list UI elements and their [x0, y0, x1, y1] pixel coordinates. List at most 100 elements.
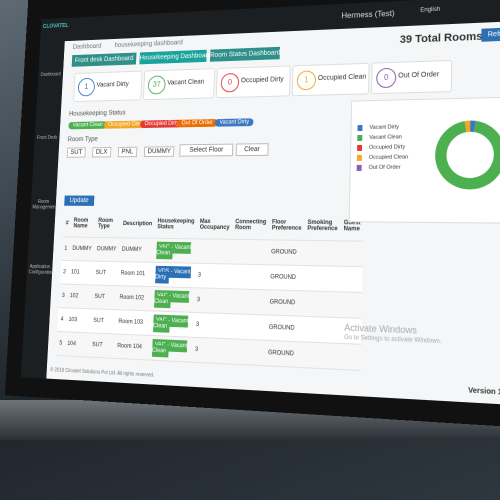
table-cell: SUT [90, 308, 117, 334]
table-cell: Room 103 [115, 309, 151, 336]
legend-item: Occupied Dirty [357, 144, 406, 151]
filter-label: Room Type [67, 136, 98, 144]
legend-item: Out Of Order [356, 164, 401, 171]
clear-button[interactable]: Clear [235, 143, 269, 157]
table-cell: VAC - Vacant Clean [153, 238, 197, 264]
status-card: 1 Vacant Dirty [73, 70, 143, 102]
status-card: 0 Occupied Dirty [215, 65, 291, 99]
room-type-checkbox[interactable]: SUT [66, 147, 86, 158]
column-header: Smoking Preference [304, 211, 341, 241]
app: CLOVATEL Dashboard Front Desk Room Manageme… [20, 0, 500, 406]
table-cell [195, 238, 232, 264]
header-row: # Room Name Room Type Description Housekeepi… [62, 210, 364, 242]
tab[interactable]: Room Status Dashboard [209, 46, 281, 62]
status-label: Vacant Clean [167, 78, 205, 87]
refresh-button[interactable]: Refresh [481, 27, 500, 42]
status-select[interactable]: VDS - Vacant Dirty [154, 265, 191, 284]
room-type-checkbox[interactable]: DLX [92, 147, 112, 158]
table-cell: GROUND [265, 314, 303, 342]
column-header: Max Occupancy [196, 211, 233, 240]
table-cell [338, 291, 363, 319]
legend-item: Occupied Clean [356, 154, 409, 161]
table-cell: SUT [91, 284, 118, 310]
column-header: Room Name [70, 210, 97, 238]
status-count: 0 [376, 67, 397, 89]
table-cell: Room 101 [117, 261, 154, 287]
breadcrumb[interactable]: housekeeping dashboard [114, 39, 183, 49]
status-label: Vacant Dirty [96, 81, 129, 89]
breadcrumb[interactable]: Dashboard [72, 43, 102, 51]
legend-item: Vacant Clean [357, 134, 402, 141]
donut-panel: Vacant Dirty Vacant Clean Occupied Dirty Oc… [348, 96, 500, 224]
column-header: Housekeeping Status [154, 210, 198, 239]
table-cell: 101 [67, 260, 94, 285]
status-select[interactable]: VAC - Vacant Clean [155, 241, 192, 260]
table-cell: 3 [193, 287, 231, 314]
footer-copyright: © 2018 Clovatel Solutions Pvt Ltd. All r… [50, 367, 155, 379]
sidebar-item[interactable]: Dashboard [40, 71, 61, 78]
table-cell [302, 265, 340, 292]
status-select[interactable]: VAC - Vacant Clean [151, 338, 188, 358]
table-cell [302, 290, 340, 318]
total-rooms: 39 Total Rooms [399, 30, 483, 46]
update-button[interactable]: Update [64, 195, 95, 206]
column-header: Room Type [94, 210, 122, 238]
table-cell [303, 240, 341, 267]
status-label: Occupied Clean [317, 73, 367, 82]
tab[interactable]: Front desk Dashboard [71, 52, 137, 67]
column-header: Floor Preference [268, 211, 305, 241]
column-header: Description [119, 210, 156, 239]
status-label: Occupied Dirty [240, 76, 284, 85]
table-cell [339, 266, 363, 293]
status-card: 0 Out Of Order [371, 59, 453, 95]
floor-select[interactable]: Select Floor [179, 143, 234, 157]
sidebar-item[interactable]: Room Management [32, 199, 57, 211]
language[interactable]: English [420, 6, 441, 14]
table-cell: GROUND [266, 289, 303, 317]
table-cell [339, 240, 364, 267]
table-cell: DUMMY [118, 237, 155, 263]
status-chip[interactable]: Vacant Clean [68, 121, 108, 130]
status-chip[interactable]: Out Of Order [176, 119, 218, 128]
status-select[interactable]: VAC - Vacant Clean [153, 290, 190, 309]
status-count: 37 [147, 75, 166, 95]
column-header: Connecting Room [231, 211, 270, 240]
table-cell [337, 343, 362, 371]
sidebar-item[interactable]: Front Desk [36, 134, 58, 141]
status-chip[interactable]: Vacant Dirty [214, 118, 254, 127]
table-cell: 3 [191, 337, 229, 364]
donut-slice [441, 126, 500, 184]
room-type-checkbox[interactable]: PNL [117, 146, 137, 158]
laptop-screen: CLOVATEL Dashboard Front Desk Room Manageme… [4, 0, 500, 430]
table-cell: Room 102 [116, 285, 153, 311]
donut-chart [433, 118, 500, 191]
sidebar-item[interactable]: Application Configuration [28, 263, 54, 276]
status-label: Out Of Order [398, 71, 440, 80]
room-type-checkbox[interactable]: DUMMY [143, 146, 175, 157]
table-cell [228, 313, 267, 341]
legend-item: Vacant Dirty [357, 124, 399, 132]
table-cell [227, 338, 266, 366]
table-cell: DUMMY [93, 237, 120, 262]
table-cell: GROUND [264, 340, 302, 368]
table-cell: SUT [88, 332, 116, 359]
table-cell: 102 [66, 284, 93, 309]
table-cell: 103 [65, 307, 92, 333]
room-table: # Room Name Room Type Description Housekeepi… [56, 210, 364, 371]
table-cell: GROUND [267, 239, 305, 266]
table-cell: Room 104 [114, 333, 150, 361]
status-select[interactable]: VAC - Vacant Clean [152, 314, 189, 333]
filter-label: Housekeeping Status [68, 109, 126, 118]
tab[interactable]: Housekeeping Dashboard [139, 49, 211, 65]
footer-version: Version 1.0 [468, 387, 500, 397]
status-count: 1 [77, 77, 96, 97]
table-cell [301, 316, 339, 344]
status-card: 37 Vacant Clean [142, 68, 216, 101]
table-cell: GROUND [267, 264, 304, 291]
table-cell: 3 [192, 312, 230, 339]
table-cell: SUT [92, 261, 119, 286]
table-cell: VAC - Vacant Clean [149, 310, 194, 338]
status-count: 0 [220, 72, 240, 93]
table-cell [230, 263, 268, 290]
